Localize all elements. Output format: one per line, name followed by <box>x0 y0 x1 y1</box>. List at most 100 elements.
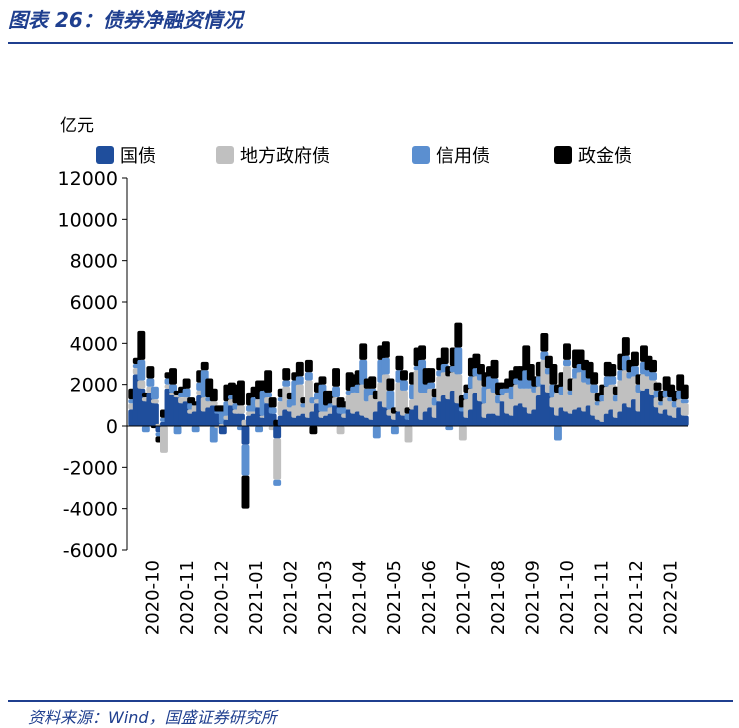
y-axis: -6000 -4000 -2000 0 2000 4000 6000 8000 10000 120… <box>58 168 128 562</box>
bar-segment <box>173 426 182 435</box>
figure-title: 图表 26：债券净融资情况 <box>8 8 243 32</box>
bar-segment <box>649 359 657 373</box>
bar-segment <box>141 426 150 433</box>
bar-segment <box>680 415 689 426</box>
bar-segment <box>540 333 549 352</box>
bar-segment <box>359 343 368 360</box>
bar-segment <box>273 479 282 486</box>
bar-segment <box>200 361 209 371</box>
bar-segment <box>241 475 250 509</box>
x-tick-label: 2021-07 <box>453 560 474 635</box>
bar-segment <box>680 399 689 404</box>
y-tick-label: 6000 <box>70 292 118 314</box>
x-tick-label: 2020-11 <box>177 560 198 635</box>
x-tick-label: 2021-01 <box>246 560 267 635</box>
bar-segment <box>359 359 368 385</box>
bar-segment <box>150 399 159 404</box>
bar-segment <box>304 372 313 381</box>
bar-segment <box>191 426 200 433</box>
bar-segment <box>236 405 245 414</box>
x-tick-label: 2021-02 <box>281 560 302 635</box>
x-tick-label: 2020-10 <box>142 560 163 635</box>
y-tick-label: -6000 <box>63 540 118 562</box>
bar-segment <box>418 345 427 360</box>
x-tick-label: 2021-05 <box>384 560 405 635</box>
x-tick-label: 2021-04 <box>350 560 371 635</box>
legend-label: 政金债 <box>578 146 632 167</box>
legend-label: 地方政府债 <box>240 146 330 167</box>
bar-segment <box>209 426 218 443</box>
bar-segment <box>304 359 313 373</box>
bar-segment <box>400 380 408 391</box>
bar-segment <box>630 366 639 377</box>
x-tick-label: 2020-12 <box>211 560 232 635</box>
bar-segment <box>418 359 427 393</box>
source-rule <box>8 700 733 702</box>
x-tick-label: 2021-09 <box>523 560 544 635</box>
bar-segment <box>137 359 146 381</box>
x-tick-label: 2021-03 <box>315 560 336 635</box>
bar-segment <box>218 426 227 435</box>
bars-area <box>127 322 689 509</box>
bar-segment <box>454 322 463 348</box>
bar-segment <box>649 372 657 381</box>
unit-label: 亿元 <box>60 116 94 136</box>
bar-segment <box>680 403 689 416</box>
bar-segment <box>458 426 467 441</box>
bar-segment <box>255 426 264 433</box>
bar-segment <box>404 426 413 443</box>
bar-segment <box>522 345 531 371</box>
bar-segment <box>241 444 250 476</box>
bar-segment <box>608 376 617 385</box>
bar-segment <box>318 376 327 385</box>
bar-segment <box>282 368 291 381</box>
bar-segment <box>268 397 277 408</box>
bar-segment <box>372 426 381 439</box>
bar-segment <box>209 401 218 406</box>
bar-segment <box>381 357 390 375</box>
y-tick-label: -4000 <box>63 499 118 521</box>
bar-segment <box>236 380 245 406</box>
y-tick-label: 10000 <box>58 209 118 231</box>
bar-segment <box>621 337 630 356</box>
bar-segment <box>553 426 562 441</box>
bar-segment <box>400 370 408 381</box>
bar-segment <box>427 368 436 383</box>
bar-segment <box>137 330 146 360</box>
bar-segment <box>427 382 436 389</box>
bar-segment <box>332 386 340 398</box>
bar-segment <box>146 378 155 387</box>
bar-segment <box>445 426 454 431</box>
bar-segment <box>241 426 250 445</box>
bar-segment <box>630 351 639 367</box>
bar-segment <box>150 403 159 426</box>
bar-segment <box>295 376 304 385</box>
y-tick-label: 0 <box>106 416 118 438</box>
bar-segment <box>209 388 218 402</box>
legend-swatch <box>216 146 234 164</box>
y-tick-label: -2000 <box>63 457 118 479</box>
bar-segment <box>368 376 377 389</box>
bar-segment <box>150 386 159 400</box>
legend-label: 信用债 <box>436 146 490 167</box>
bar-segment <box>169 368 177 385</box>
bar-segment <box>264 392 273 398</box>
bond-financing-chart: 亿元 国债 地方政府债 信用债 政金债 -6000 -4000 -2000 0 2000 400… <box>58 116 689 635</box>
bar-segment <box>282 380 291 387</box>
bar-segment <box>476 364 485 375</box>
bar-segment <box>146 366 155 379</box>
bar-segment <box>295 361 304 377</box>
x-tick-label: 2021-12 <box>626 560 647 635</box>
bar-segment <box>268 407 277 414</box>
bar-segment <box>182 388 191 398</box>
bar-segment <box>590 372 599 385</box>
x-tick-label: 2021-11 <box>592 560 613 635</box>
x-tick-label: 2021-06 <box>419 560 440 635</box>
x-tick-label: 2021-08 <box>488 560 509 635</box>
bar-segment <box>160 426 168 453</box>
legend-swatch <box>554 146 572 164</box>
chart-legend: 国债 地方政府债 信用债 政金债 <box>96 146 632 167</box>
bar-segment <box>526 364 535 381</box>
bar-segment <box>680 384 689 400</box>
y-tick-label: 2000 <box>70 375 118 397</box>
